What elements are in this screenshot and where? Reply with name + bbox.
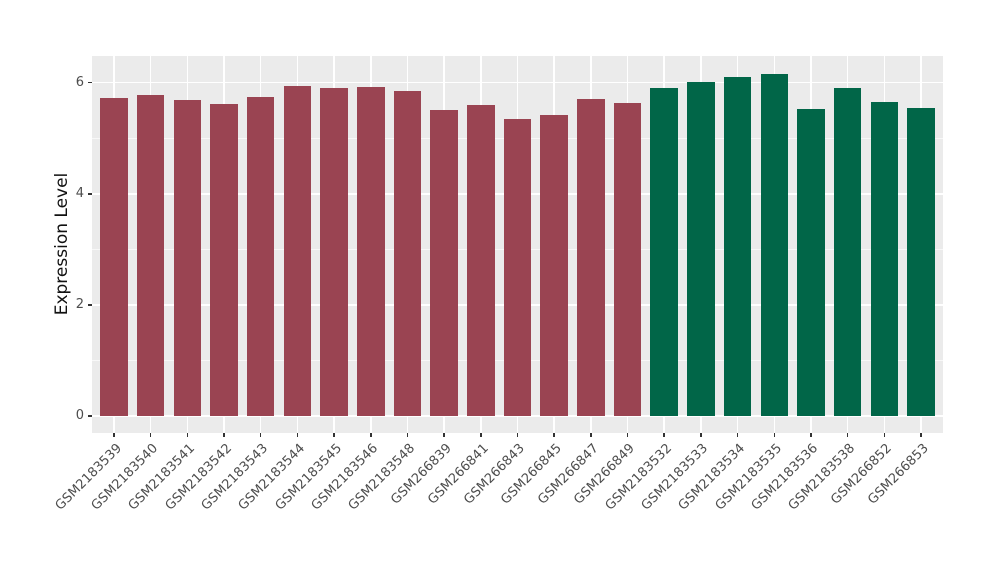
x-tick-mark-GSM2183541 — [186, 433, 189, 437]
bar-GSM266843 — [503, 118, 532, 416]
bar-GSM266841 — [467, 104, 495, 416]
bar-GSM2183541 — [173, 100, 202, 416]
x-tick-mark-GSM266852 — [883, 433, 886, 437]
x-tick-mark-GSM2183544 — [296, 433, 299, 437]
y-tick-mark-0 — [88, 415, 92, 417]
bar-GSM266852 — [870, 102, 899, 416]
y-tick-mark-6 — [88, 81, 92, 84]
bar-GSM2183544 — [283, 86, 312, 416]
y-tick-label-6: 6 — [75, 74, 84, 90]
bar-GSM2183534 — [723, 77, 752, 416]
y-tick-label-4: 4 — [75, 185, 84, 201]
bar-GSM2183545 — [320, 88, 348, 416]
x-tick-mark-GSM2183542 — [223, 433, 225, 437]
bar-GSM2183535 — [760, 73, 788, 416]
x-tick-mark-GSM266853 — [920, 433, 922, 437]
x-tick-mark-GSM266845 — [553, 433, 555, 437]
bar-GSM2183538 — [833, 88, 862, 416]
bar-GSM2183548 — [393, 91, 422, 416]
x-tick-mark-GSM2183545 — [333, 433, 335, 437]
bar-GSM266849 — [613, 103, 642, 416]
x-tick-mark-GSM266849 — [626, 433, 629, 437]
x-tick-mark-GSM2183543 — [259, 433, 262, 437]
bar-GSM2183536 — [797, 109, 825, 416]
bar-GSM2183539 — [100, 97, 128, 416]
bar-GSM266853 — [907, 108, 935, 416]
bar-GSM2183542 — [210, 103, 238, 416]
x-tick-mark-GSM2183533 — [700, 433, 702, 437]
bar-GSM2183533 — [687, 81, 715, 416]
x-tick-mark-GSM266843 — [516, 433, 519, 437]
bar-GSM2183532 — [650, 87, 678, 416]
x-tick-mark-GSM2183540 — [149, 433, 152, 437]
bar-GSM2183543 — [246, 96, 275, 416]
x-tick-mark-GSM2183539 — [113, 433, 115, 437]
x-tick-mark-GSM266839 — [443, 433, 445, 437]
bar-GSM2183540 — [136, 94, 165, 416]
x-tick-mark-GSM2183538 — [846, 433, 849, 437]
x-tick-mark-GSM2183546 — [370, 433, 372, 437]
x-tick-mark-GSM2183535 — [773, 433, 776, 437]
x-tick-mark-GSM2183532 — [663, 433, 665, 437]
x-tick-mark-GSM266847 — [590, 433, 592, 437]
bar-GSM266839 — [430, 109, 458, 416]
x-tick-mark-GSM2183536 — [810, 433, 812, 437]
y-tick-mark-2 — [88, 304, 92, 306]
x-tick-mark-GSM2183534 — [736, 433, 739, 437]
bar-GSM2183546 — [357, 87, 385, 416]
x-tick-mark-GSM2183548 — [406, 433, 409, 437]
y-tick-label-2: 2 — [75, 296, 84, 312]
bar-GSM266847 — [577, 98, 605, 416]
y-tick-label-0: 0 — [75, 408, 84, 423]
x-tick-mark-GSM266841 — [480, 433, 482, 437]
plot-panel — [92, 56, 943, 433]
y-tick-mark-4 — [88, 193, 92, 195]
bar-GSM266845 — [540, 114, 568, 416]
